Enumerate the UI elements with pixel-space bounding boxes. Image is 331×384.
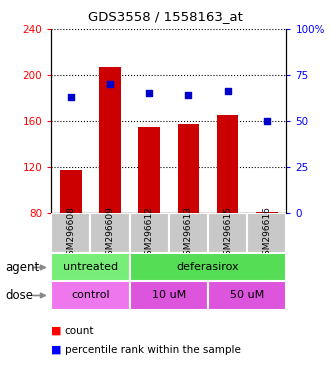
Text: agent: agent: [5, 261, 39, 274]
Bar: [169, 213, 208, 253]
Text: control: control: [71, 290, 110, 301]
Text: GSM296609: GSM296609: [106, 206, 115, 261]
Bar: [130, 213, 169, 253]
Text: count: count: [65, 326, 94, 336]
Bar: [99, 67, 121, 213]
Text: ■: ■: [51, 326, 62, 336]
Bar: [138, 127, 160, 213]
Bar: [208, 281, 286, 310]
Point: [225, 88, 230, 94]
Text: untreated: untreated: [63, 262, 118, 273]
Bar: [247, 213, 286, 253]
Bar: [208, 213, 247, 253]
Text: 10 uM: 10 uM: [152, 290, 186, 301]
Bar: [130, 281, 208, 310]
Text: 50 uM: 50 uM: [230, 290, 264, 301]
Text: GSM296615: GSM296615: [223, 206, 232, 261]
Bar: [90, 213, 130, 253]
Text: dose: dose: [5, 289, 33, 302]
Bar: [130, 253, 286, 281]
Point: [264, 118, 269, 124]
Bar: [51, 281, 130, 310]
Text: GSM296616: GSM296616: [262, 206, 271, 261]
Text: GSM296613: GSM296613: [184, 206, 193, 261]
Point: [107, 81, 113, 87]
Text: GSM296612: GSM296612: [145, 206, 154, 261]
Bar: [60, 170, 82, 213]
Point: [186, 92, 191, 98]
Bar: [217, 115, 238, 213]
Point: [68, 94, 73, 100]
Text: ■: ■: [51, 345, 62, 355]
Point: [147, 90, 152, 96]
Text: GDS3558 / 1558163_at: GDS3558 / 1558163_at: [88, 10, 243, 23]
Bar: [178, 124, 199, 213]
Bar: [256, 212, 277, 213]
Bar: [51, 213, 90, 253]
Text: deferasirox: deferasirox: [177, 262, 239, 273]
Bar: [51, 253, 130, 281]
Text: GSM296608: GSM296608: [67, 206, 75, 261]
Text: percentile rank within the sample: percentile rank within the sample: [65, 345, 240, 355]
